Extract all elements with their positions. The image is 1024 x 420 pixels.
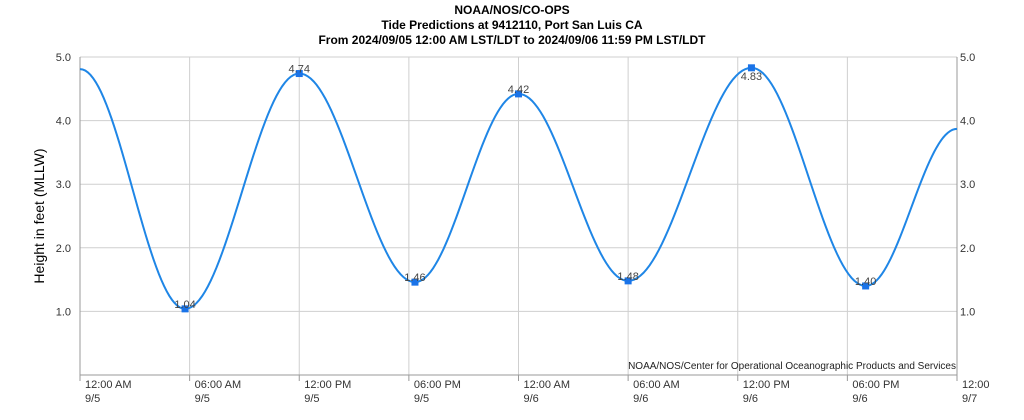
grid: [80, 56, 957, 375]
extremum-marker: [295, 70, 303, 78]
x-tick-time: 12:00 PM: [304, 379, 351, 391]
x-tick-date: 9/6: [743, 393, 758, 405]
extremum-marker: [862, 282, 870, 290]
x-tick-time: 12:00 AM: [524, 379, 570, 391]
x-tick-time: 12:00 AM: [85, 379, 131, 391]
x-tick-date: 9/5: [85, 393, 100, 405]
x-tick-date: 9/7: [962, 393, 977, 405]
y-tick-label-right: 5.0: [960, 52, 975, 64]
chart-date-range: From 2024/09/05 12:00 AM LST/LDT to 2024…: [318, 33, 706, 47]
y-ticks-right: 1.0 2.0 3.0 4.0 5.0: [960, 52, 975, 318]
x-tick-date: 9/5: [304, 393, 319, 405]
low-tide-label: 1.40: [855, 276, 876, 288]
x-tick-time: 06:00 PM: [852, 379, 899, 391]
x-tick-date: 9/5: [195, 393, 210, 405]
extremum-marker: [515, 90, 522, 98]
x-tick-time: 06:00 AM: [633, 379, 679, 391]
y-ticks-left: 1.0 2.0 3.0 4.0 5.0: [56, 52, 71, 318]
x-tick-date: 9/5: [414, 393, 429, 405]
x-tick-time: 12:00 PM: [743, 379, 790, 391]
y-tick-label: 4.0: [56, 116, 71, 128]
extremum-marker: [624, 277, 632, 285]
x-ticks: 12:00 AM 9/5 06:00 AM 9/5 12:00 PM 9/5 06:00 P…: [85, 379, 990, 405]
y-axis-label: Height in feet (MLLW): [31, 148, 47, 283]
extremum-marker: [181, 305, 189, 313]
y-tick-label: 3.0: [56, 179, 71, 191]
extremum-marker: [747, 64, 755, 72]
x-tick-date: 9/6: [852, 393, 867, 405]
y-tick-label: 5.0: [56, 52, 71, 64]
x-tick-date: 9/6: [633, 393, 648, 405]
high-tide-label: 4.74: [289, 64, 310, 76]
low-tide-label: 1.46: [404, 272, 425, 284]
y-tick-label-right: 1.0: [960, 306, 975, 318]
extremum-marker: [411, 278, 419, 286]
credit-text: NOAA/NOS/Center for Operational Oceanogr…: [628, 361, 956, 372]
axes: [79, 57, 958, 381]
x-tick-date: 9/6: [524, 393, 539, 405]
y-tick-label-right: 3.0: [960, 179, 975, 191]
high-tide-label: 4.83: [741, 71, 762, 83]
low-tide-label: 1.48: [617, 271, 638, 283]
y-tick-label: 2.0: [56, 243, 71, 255]
high-tide-label: 4.42: [508, 84, 529, 96]
chart-title: NOAA/NOS/CO-OPS: [454, 3, 569, 17]
low-tide-label: 1.04: [174, 299, 195, 311]
x-tick-time: 12:00: [962, 379, 990, 391]
y-tick-label: 1.0: [56, 306, 71, 318]
x-tick-time: 06:00 PM: [414, 379, 461, 391]
y-tick-label-right: 2.0: [960, 243, 975, 255]
chart-subtitle: Tide Predictions at 9412110, Port San Lu…: [381, 18, 643, 32]
extrema-markers: 1.04 4.74 1.46 4.42 1.48 4.83 1.40: [174, 64, 876, 313]
x-tick-time: 06:00 AM: [195, 379, 241, 391]
y-tick-label-right: 4.0: [960, 116, 975, 128]
